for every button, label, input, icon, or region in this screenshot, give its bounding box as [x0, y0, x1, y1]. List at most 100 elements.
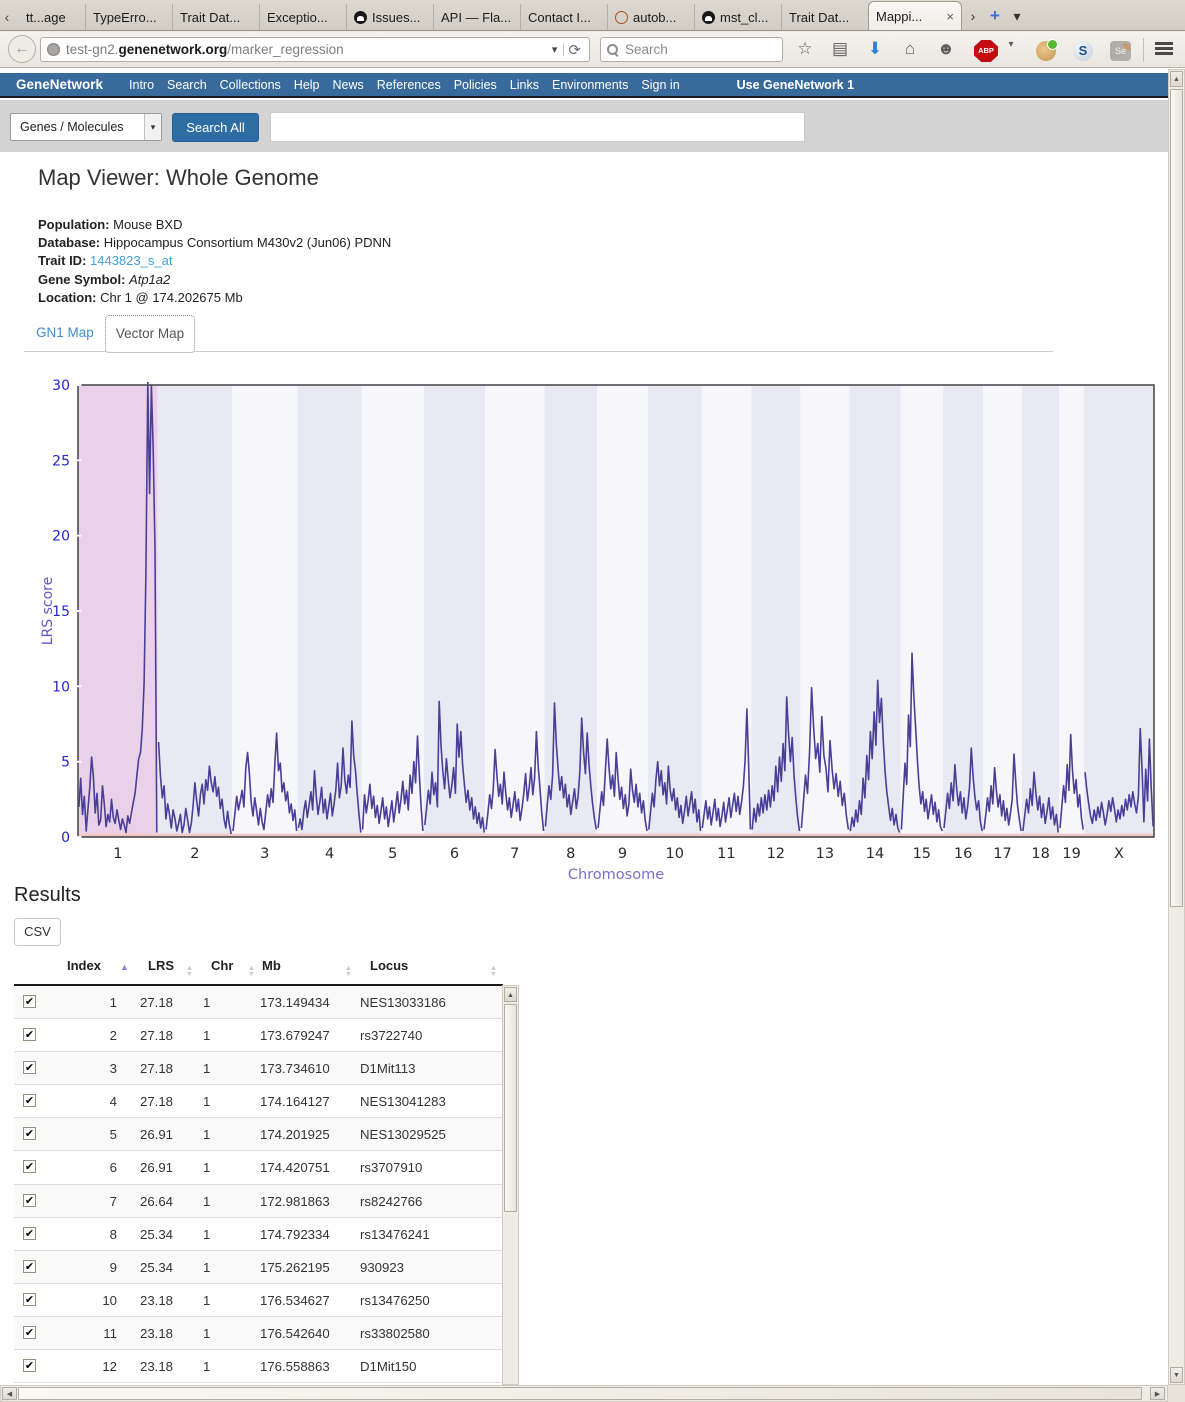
- table-scrollbar-thumb[interactable]: [504, 1004, 517, 1212]
- scroll-up-icon[interactable]: ▲: [1170, 71, 1183, 87]
- nav-item-help[interactable]: Help: [293, 77, 320, 92]
- search-all-button[interactable]: Search All: [172, 113, 259, 142]
- table-row[interactable]: ✔ 5 26.91 1 174.201925 NES13029525: [14, 1118, 503, 1152]
- home-icon[interactable]: ⌂: [904, 39, 916, 58]
- row-checkbox[interactable]: ✔: [23, 1061, 36, 1075]
- row-checkbox[interactable]: ✔: [23, 1292, 36, 1306]
- site-brand[interactable]: GeneNetwork: [16, 77, 104, 92]
- sort-icon-chr[interactable]: ▲ ▼: [248, 965, 255, 978]
- reading-list-icon[interactable]: ▤: [831, 39, 849, 58]
- adblock-plus-icon[interactable]: ABP: [974, 40, 998, 62]
- all-tabs-icon[interactable]: ▾: [1013, 8, 1021, 24]
- column-header-locus[interactable]: Locus: [370, 958, 409, 973]
- table-row[interactable]: ✔ 6 26.91 1 174.420751 rs3707910: [14, 1151, 503, 1185]
- site-identity-icon[interactable]: [47, 43, 60, 56]
- csv-button[interactable]: CSV: [14, 918, 61, 946]
- back-button[interactable]: ←: [8, 35, 36, 63]
- row-checkbox[interactable]: ✔: [23, 1325, 36, 1339]
- browser-tab-9[interactable]: Trait Dat...: [781, 4, 868, 30]
- nav-item-environments[interactable]: Environments: [551, 77, 629, 92]
- tab-scroll-left-icon[interactable]: ‹: [4, 9, 10, 25]
- horizontal-scrollbar[interactable]: ◀ ▶: [0, 1385, 1168, 1402]
- nav-item-policies[interactable]: Policies: [453, 77, 497, 92]
- nav-item-references[interactable]: References: [376, 77, 441, 92]
- sort-icon-lrs[interactable]: ▲ ▼: [186, 965, 193, 978]
- nav-item-search[interactable]: Search: [167, 77, 207, 92]
- proxy-addon-icon[interactable]: [1036, 39, 1058, 61]
- tab-gn1-map[interactable]: GN1 Map: [36, 325, 94, 340]
- browser-tab-10[interactable]: Mappi... ×: [868, 1, 962, 30]
- table-scroll-up-icon[interactable]: ▲: [504, 987, 517, 1002]
- browser-search-field[interactable]: Search: [600, 37, 783, 62]
- use-genenetwork1-link[interactable]: Use GeneNetwork 1: [736, 77, 855, 92]
- adblock-dropdown-icon[interactable]: ▾: [1008, 39, 1014, 50]
- scroll-right-icon[interactable]: ▶: [1150, 1387, 1165, 1400]
- nav-item-sign-in[interactable]: Sign in: [641, 77, 680, 92]
- column-header-mb[interactable]: Mb: [262, 958, 281, 973]
- browser-tab-3[interactable]: Exceptio...: [259, 4, 346, 30]
- sort-icon-mb[interactable]: ▲ ▼: [345, 965, 352, 978]
- selenium-ide-icon[interactable]: Se ✎: [1110, 41, 1132, 61]
- table-row[interactable]: ✔ 1 27.18 1 173.149434 NES13033186: [14, 986, 503, 1020]
- row-checkbox[interactable]: ✔: [23, 995, 36, 1008]
- sort-icon-locus[interactable]: ▲ ▼: [490, 965, 497, 978]
- url-bar[interactable]: test-gn2. genenetwork.org/marker_regressi…: [40, 37, 590, 62]
- downloads-icon[interactable]: ⬇: [867, 39, 883, 58]
- nav-item-news[interactable]: News: [332, 77, 364, 92]
- table-row[interactable]: ✔ 12 23.18 1 176.558863 D1Mit150: [14, 1350, 503, 1384]
- nav-item-collections[interactable]: Collections: [219, 77, 281, 92]
- bookmark-star-icon[interactable]: ☆: [797, 39, 813, 58]
- column-header-chr[interactable]: Chr: [211, 958, 234, 973]
- row-checkbox[interactable]: ✔: [23, 1259, 36, 1273]
- meta-value[interactable]: 1443823_s_at: [90, 253, 173, 269]
- browser-tab-8[interactable]: mst_cl...: [694, 4, 781, 30]
- site-search-input[interactable]: [270, 112, 805, 142]
- nav-item-intro[interactable]: Intro: [129, 77, 155, 92]
- table-scrollbar[interactable]: ▲: [502, 985, 519, 1385]
- table-row[interactable]: ✔ 11 23.18 1 176.542640 rs33802580: [14, 1316, 503, 1351]
- row-checkbox[interactable]: ✔: [23, 1160, 36, 1174]
- x-tick-chr-13: 13: [816, 846, 834, 862]
- row-checkbox[interactable]: ✔: [23, 1193, 36, 1207]
- browser-tab-1[interactable]: TypeErro...: [85, 4, 172, 30]
- horizontal-scrollbar-thumb[interactable]: [18, 1387, 1142, 1400]
- column-header-lrs[interactable]: LRS: [148, 958, 174, 973]
- tab-vector-map[interactable]: Vector Map: [105, 315, 195, 353]
- row-checkbox[interactable]: ✔: [23, 1028, 36, 1042]
- tab-label: Mappi...: [876, 8, 923, 24]
- x-tick-chr-12: 12: [767, 846, 785, 862]
- table-row[interactable]: ✔ 2 27.18 1 173.679247 rs3722740: [14, 1019, 503, 1053]
- browser-tab-4[interactable]: Issues...: [346, 4, 433, 30]
- browser-tab-0[interactable]: tt...age: [14, 4, 85, 30]
- scroll-left-icon[interactable]: ◀: [2, 1387, 17, 1400]
- chat-icon[interactable]: ☻: [937, 39, 955, 58]
- row-checkbox[interactable]: ✔: [23, 1127, 36, 1141]
- table-row[interactable]: ✔ 7 26.64 1 172.981863 rs8242766: [14, 1184, 503, 1218]
- browser-tab-5[interactable]: API — Fla...: [433, 4, 520, 30]
- s-addon-icon[interactable]: S: [1073, 41, 1093, 61]
- table-row[interactable]: ✔ 4 27.18 1 174.164127 NES13041283: [14, 1085, 503, 1119]
- row-checkbox[interactable]: ✔: [23, 1359, 36, 1373]
- menu-icon[interactable]: [1155, 42, 1173, 56]
- table-row[interactable]: ✔ 9 25.34 1 175.262195 930923: [14, 1250, 503, 1284]
- browser-tab-7[interactable]: autob...: [607, 4, 694, 30]
- search-category-select[interactable]: Genes / Molecules ▾: [10, 113, 162, 141]
- vertical-scrollbar-thumb[interactable]: [1170, 89, 1183, 907]
- reload-icon[interactable]: ⟳: [568, 41, 581, 59]
- url-history-dropdown-icon[interactable]: ▾: [546, 43, 565, 56]
- new-tab-button[interactable]: +: [990, 6, 1000, 25]
- column-header-index[interactable]: Index: [67, 958, 101, 973]
- row-checkbox[interactable]: ✔: [23, 1094, 36, 1108]
- table-row[interactable]: ✔ 8 25.34 1 174.792334 rs13476241: [14, 1218, 503, 1251]
- table-row[interactable]: ✔ 3 27.18 1 173.734610 D1Mit113: [14, 1052, 503, 1086]
- browser-tab-2[interactable]: Trait Dat...: [172, 4, 259, 30]
- table-row[interactable]: ✔ 10 23.18 1 176.534627 rs13476250: [14, 1284, 503, 1317]
- vertical-scrollbar[interactable]: ▲ ▼: [1168, 69, 1185, 1385]
- nav-item-links[interactable]: Links: [509, 77, 539, 92]
- tab-overflow-icon[interactable]: ›: [970, 8, 976, 24]
- sort-icon-index[interactable]: ▲: [120, 962, 129, 972]
- row-checkbox[interactable]: ✔: [23, 1226, 36, 1240]
- browser-tab-6[interactable]: Contact I...: [520, 4, 607, 30]
- scroll-down-icon[interactable]: ▼: [1170, 1367, 1183, 1383]
- close-tab-icon[interactable]: ×: [946, 8, 954, 24]
